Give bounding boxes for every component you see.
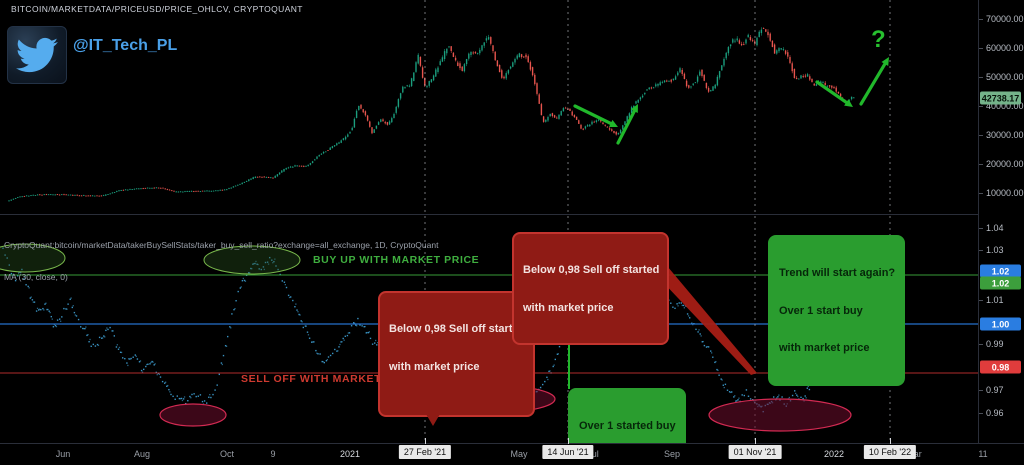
time-axis-label: 2021 (339, 449, 361, 459)
axis-tick-label: 1.04 (979, 223, 1004, 233)
symbol-title: BITCOIN/MARKETDATA/PRICEUSD/PRICE_OHLCV,… (11, 4, 303, 14)
callout-text: Below 0,98 Sell off started (523, 264, 660, 276)
callout-text: Trend will start again? (779, 267, 896, 279)
date-badge: 01 Nov '21 (728, 445, 782, 459)
indicator-title: CryptoQuant:bitcoin/marketData/takerBuyS… (4, 219, 438, 303)
callout-text: Below 0,98 Sell off started (389, 323, 526, 335)
axis-tick-label: 50000.00 (979, 72, 1024, 82)
axis-value-badge: 1.02 (980, 264, 1021, 278)
time-axis-label: Sep (663, 449, 681, 459)
time-axis-label: Jun (55, 449, 71, 459)
axis-value-badge: 1.00 (980, 317, 1021, 331)
twitter-bird-icon (16, 37, 58, 73)
date-badge: 10 Feb '22 (863, 445, 917, 459)
axis-tick-label: 60000.00 (979, 43, 1024, 53)
time-axis-label: 11 (978, 449, 988, 459)
dashed-date-vlines (424, 0, 891, 443)
axis-tick-label: 40000.00 (979, 101, 1024, 111)
indicator-title-line2: MA (30, close, 0) (4, 271, 68, 282)
sell-off-level-label: SELL OFF WITH MARKET PRICE (241, 373, 420, 385)
time-axis-label: Oct (219, 449, 235, 459)
callout-text: Over 1 started buy (579, 420, 676, 432)
axis-tick-label: 10000.00 (979, 188, 1024, 198)
axis-tick-label: 0.96 (979, 408, 1004, 418)
buy-up-level-label: BUY UP WITH MARKET PRICE (313, 254, 480, 266)
question-mark-annotation: ? (871, 26, 886, 53)
date-tick (568, 438, 569, 444)
callout-tail (426, 413, 440, 426)
axis-tick-label: 1.01 (979, 295, 1004, 305)
twitter-logo (7, 26, 67, 84)
indicator-title-line1: CryptoQuant:bitcoin/marketData/takerBuyS… (4, 240, 439, 250)
time-axis-label: Aug (133, 449, 151, 459)
axis-tick-label: 30000.00 (979, 130, 1024, 140)
date-tick (425, 438, 426, 444)
time-axis-label: 9 (270, 449, 276, 459)
axis-value-badge: 1.02 (980, 276, 1021, 290)
date-badge: 14 Jun '21 (542, 445, 594, 459)
date-tick (755, 438, 756, 444)
time-axis-label: 2022 (823, 449, 845, 459)
callout-text: with market price (779, 342, 870, 354)
axis-value-badge: 0.98 (980, 360, 1021, 374)
date-tick (890, 438, 891, 444)
price-scale[interactable]: 70000.00 60000.00 50000.00 40000.00 30000.00… (978, 0, 1024, 443)
callout-text: with market price (389, 360, 480, 373)
date-badge: 27 Feb '21 (398, 445, 452, 459)
axis-tick-label: 20000.00 (979, 159, 1024, 169)
time-axis-label: May (510, 449, 528, 459)
axis-tick-label: 70000.00 (979, 14, 1024, 24)
twitter-handle: @IT_Tech_PL (73, 37, 178, 54)
callout-text: Over 1 start buy (779, 304, 863, 317)
callout-text: with market price (523, 301, 614, 314)
axis-tick-label: 0.99 (979, 339, 1004, 349)
callout-sell-off-2[interactable]: Below 0,98 Sell off started with market … (512, 232, 670, 345)
time-scale[interactable]: JunAugOct92021MayJulSep2022Mar1127 Feb '… (0, 438, 1024, 465)
axis-tick-label: 0.97 (979, 385, 1004, 395)
callout-sell-off-1[interactable]: Below 0,98 Sell off started with market … (378, 291, 536, 426)
axis-value-badge: 42738.17 (980, 91, 1021, 105)
callout-buy-2[interactable]: Trend will start again? Over 1 start buy… (768, 235, 906, 386)
axis-tick-label: 1.03 (979, 245, 1004, 255)
